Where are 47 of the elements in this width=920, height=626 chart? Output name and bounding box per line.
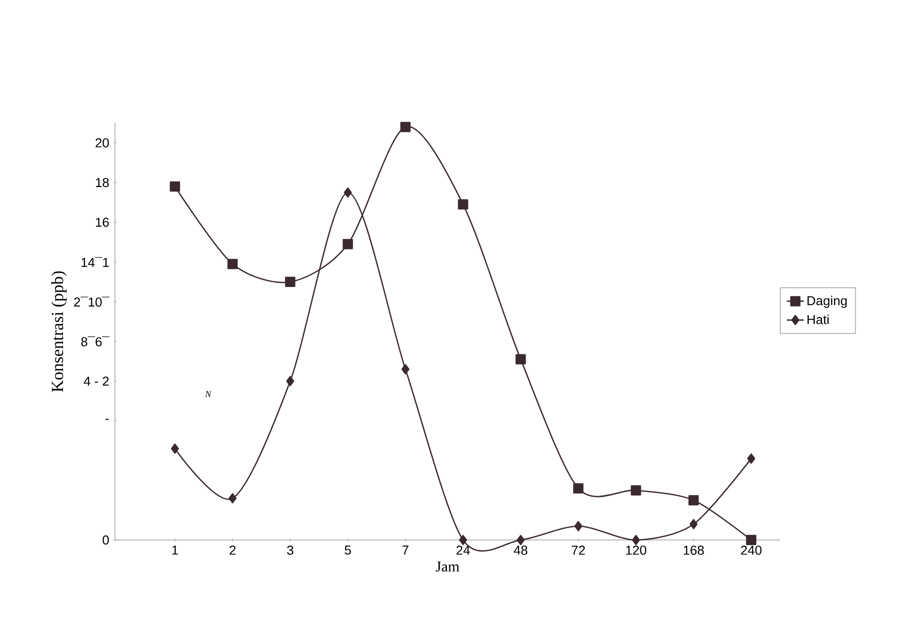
- point: [746, 534, 756, 546]
- point: [574, 520, 582, 532]
- point: [342, 238, 353, 250]
- y-tick-label: 2¯10¯: [74, 296, 110, 307]
- legend-label: Daging: [808, 296, 847, 308]
- point: [573, 483, 584, 494]
- point: [285, 276, 296, 287]
- y-tick-label: 0: [102, 535, 109, 545]
- x-tick-label: 120: [626, 546, 646, 555]
- point: [458, 199, 468, 210]
- point: [286, 376, 294, 386]
- point: [516, 354, 526, 364]
- legend-label: Hati: [808, 314, 829, 324]
- point: [170, 444, 179, 454]
- x-tick-label: 24: [456, 546, 470, 555]
- x-tick-label: 2: [230, 546, 236, 555]
- y-tick-label: 18: [96, 178, 109, 188]
- x-tick-label: 48: [514, 546, 528, 555]
- x-tick-label: 3: [287, 546, 294, 555]
- x-tick-label: 1: [172, 546, 178, 555]
- point: [690, 518, 698, 530]
- point: [401, 364, 410, 374]
- point: [516, 534, 525, 546]
- y-tick-label: 8¯6¯: [81, 336, 110, 346]
- point: [228, 493, 237, 504]
- point: [170, 181, 180, 192]
- y-tick-label: -: [106, 418, 109, 420]
- annotation: N: [205, 391, 212, 397]
- point: [630, 485, 642, 496]
- y-axis-title: Konsentrasi (ppb): [51, 271, 67, 392]
- point: [400, 122, 411, 132]
- x-tick-label: 72: [572, 546, 585, 555]
- point: [747, 453, 756, 464]
- x-tick-label: 168: [684, 546, 704, 555]
- point: [632, 534, 640, 546]
- y-tick-label: 4 - 2: [84, 376, 109, 386]
- y-tick-label: 20: [96, 138, 109, 148]
- point: [688, 495, 699, 506]
- point: [227, 258, 238, 270]
- point: [459, 534, 468, 546]
- x-tick-label: 7: [402, 546, 408, 555]
- y-tick-label: 14¯1: [82, 257, 109, 267]
- point: [344, 187, 352, 198]
- x-tick-label: 240: [741, 546, 762, 555]
- x-tick-label: 5: [344, 546, 351, 555]
- x-axis-title: Jam: [436, 562, 460, 572]
- y-tick-label: 16: [96, 218, 109, 227]
